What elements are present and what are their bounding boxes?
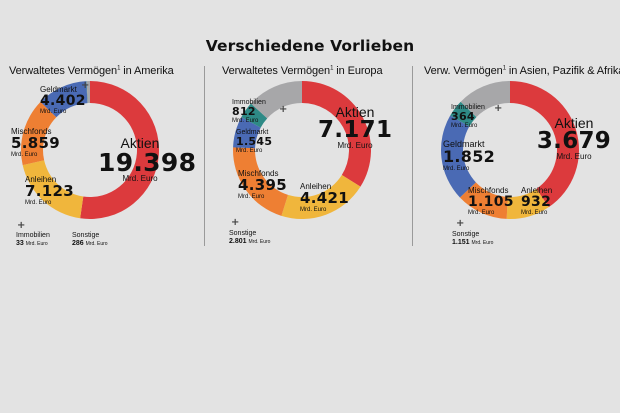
donut-slice-sonstige: [460, 81, 510, 118]
label-geldmarkt: Geldmarkt 1.545 Mrd. Euro: [236, 129, 273, 154]
label-aktien: Aktien 19.398 Mrd. Euro: [98, 135, 197, 183]
label-immobilien: Immobilien 364 Mrd. Euro: [451, 104, 485, 129]
donut-slice-mischfonds: [233, 147, 288, 216]
chart-title-asien: Verw. Vermögen1 in Asien, Pazifik & Afri…: [424, 65, 620, 77]
label-anleihen: Anleihen 932 Mrd. Euro: [521, 186, 553, 217]
donut-slice-mischfonds: [20, 101, 57, 166]
label-sonstige: Sonstige 2.801 Mrd. Euro: [229, 230, 271, 246]
label-sonstige: Sonstige 286 Mrd. Euro: [72, 232, 108, 248]
chart-title-europa: Verwaltetes Vermögen1 in Europa: [222, 65, 383, 77]
label-mischfonds: Mischfonds 1.105 Mrd. Euro: [468, 186, 514, 217]
divider-right: [412, 66, 413, 246]
label-aktien: Aktien 7.171 Mrd. Euro: [318, 104, 393, 150]
donut-asien: [441, 81, 579, 219]
donut-slice-geldmarkt: [233, 117, 261, 149]
donut-slice-immobilien: [450, 101, 477, 127]
page-title: Verschiedene Vorlieben: [205, 37, 415, 55]
plus-icon: +: [17, 220, 26, 231]
chart-title-amerika: Verwaltetes Vermögen1 in Amerika: [9, 65, 174, 77]
plus-icon: +: [279, 104, 288, 115]
donut-slice-immobilien: [241, 103, 268, 128]
label-anleihen: Anleihen 4.421 Mrd. Euro: [300, 182, 349, 214]
donut-slice-anleihen: [506, 188, 549, 219]
donut-slice-aktien: [302, 81, 371, 187]
donut-slice-immobilien: [86, 81, 88, 104]
label-sonstige: Sonstige 1.151 Mrd. Euro: [452, 231, 494, 247]
plus-icon: +: [81, 80, 90, 91]
donut-slice-sonstige: [86, 81, 90, 104]
label-geldmarkt: Geldmarkt 4.402 Mrd. Euro: [40, 85, 86, 116]
label-aktien: Aktien 3.679 Mrd. Euro: [536, 115, 612, 161]
plus-icon: +: [456, 218, 465, 229]
label-immobilien: Immobilien 812 Mrd. Euro: [232, 99, 266, 124]
divider-left: [204, 66, 205, 246]
donut-slice-aktien: [80, 81, 159, 219]
label-immobilien: Immobilien 33 Mrd. Euro: [16, 232, 50, 248]
donut-slice-aktien: [510, 81, 579, 208]
label-mischfonds: Mischfonds 4.395 Mrd. Euro: [238, 169, 287, 201]
donut-slice-sonstige: [250, 81, 302, 119]
donut-slice-anleihen: [281, 174, 361, 219]
donut-slice-mischfonds: [459, 182, 508, 219]
label-geldmarkt: Geldmarkt 1.852 Mrd. Euro: [443, 139, 496, 173]
label-anleihen: Anleihen 7.123 Mrd. Euro: [25, 175, 74, 207]
plus-icon: +: [494, 103, 503, 114]
donut-amerika: [20, 81, 159, 219]
donut-slice-geldmarkt: [40, 81, 88, 118]
donut-slice-anleihen: [22, 160, 84, 219]
plus-icon: +: [231, 217, 240, 228]
donut-slice-geldmarkt: [441, 115, 476, 198]
label-mischfonds: Mischfonds 5.859 Mrd. Euro: [11, 127, 60, 159]
donut-europa: [233, 81, 371, 219]
